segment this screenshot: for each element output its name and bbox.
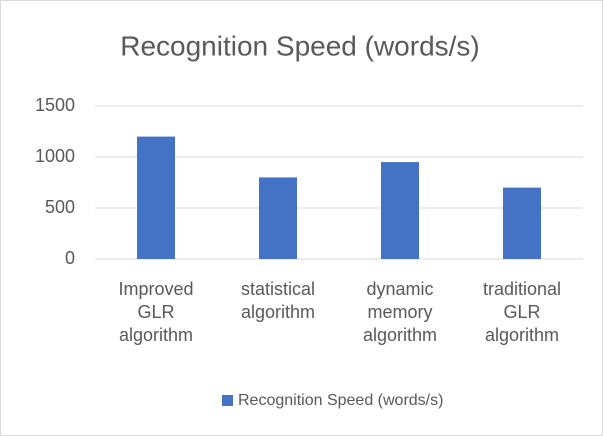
bar (259, 177, 297, 259)
bar (137, 136, 175, 259)
x-tick-label: statistical algorithm (240, 279, 316, 322)
legend-label: Recognition Speed (words/s) (238, 392, 443, 409)
bar (381, 162, 419, 259)
x-tick-label: dynamic memory algorithm (362, 279, 438, 345)
chart-title: Recognition Speed (words/s) (120, 30, 480, 61)
x-tick-label: Improved GLR algorithm (118, 279, 194, 345)
x-tick-label: traditional GLR algorithm (482, 279, 562, 345)
bar (503, 187, 541, 259)
y-tick-label: 0 (65, 248, 75, 268)
y-tick-label: 1000 (35, 146, 75, 166)
y-tick-label: 1500 (35, 95, 75, 115)
y-tick-label: 500 (45, 197, 75, 217)
legend-swatch (222, 395, 233, 406)
